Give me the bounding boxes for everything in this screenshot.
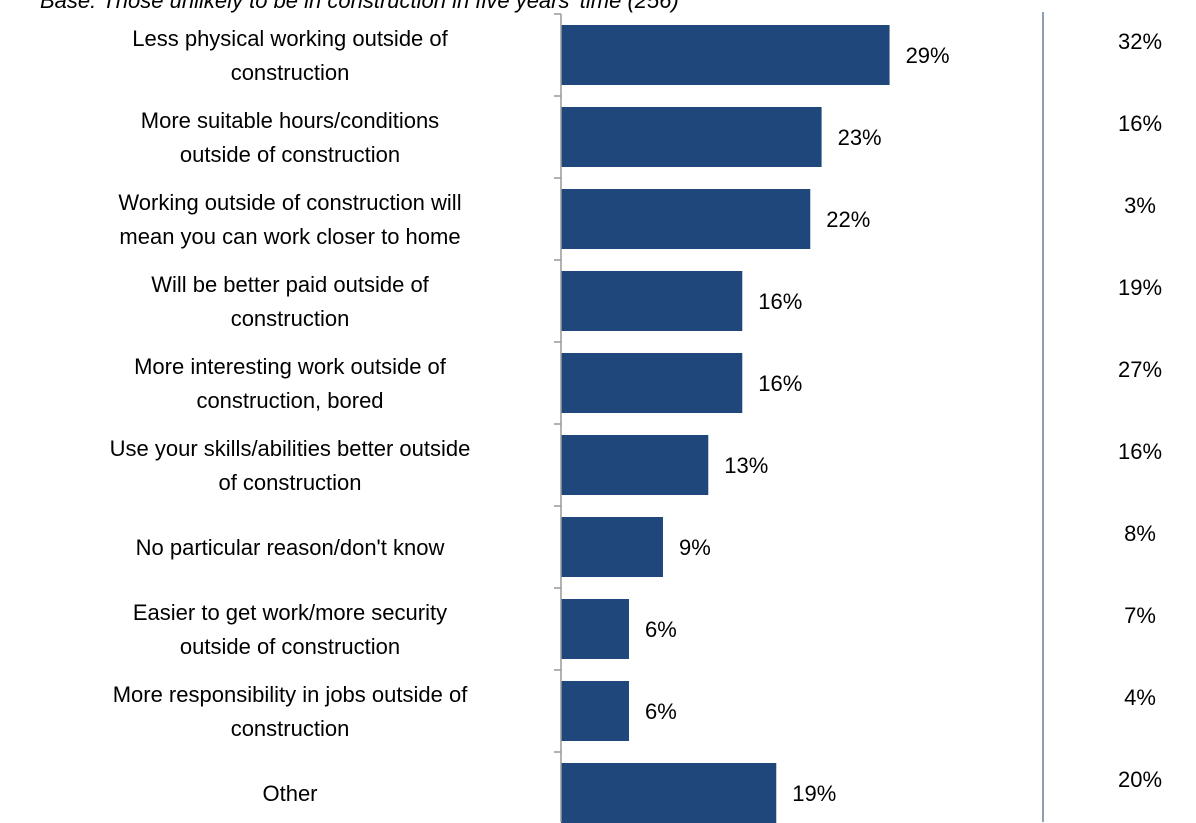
- data-label: 13%: [724, 453, 768, 478]
- bar: [561, 763, 777, 823]
- comparison-label: 3%: [1124, 193, 1156, 218]
- data-label: 9%: [679, 535, 711, 560]
- category-label: Will be better paid outside of constructi…: [151, 272, 429, 331]
- comparison-label: 19%: [1118, 275, 1162, 300]
- comparison-label: 8%: [1124, 521, 1156, 546]
- bar: [561, 25, 890, 85]
- category-label: Less physical working outside of construc…: [132, 26, 448, 85]
- bar: [561, 189, 811, 249]
- data-label: 29%: [906, 43, 950, 68]
- bar: [561, 107, 822, 167]
- axis-ticks: [554, 13, 561, 753]
- category-label: More responsibility in jobs outside of co…: [113, 682, 469, 741]
- category-label: More suitable hours/conditions outside of…: [141, 108, 439, 167]
- data-label: 16%: [758, 371, 802, 396]
- bar: [561, 353, 743, 413]
- bar: [561, 681, 629, 741]
- comparison-label: 20%: [1118, 767, 1162, 792]
- data-label: 16%: [758, 289, 802, 314]
- category-label: Easier to get work/more security outside …: [133, 600, 447, 659]
- bar: [561, 435, 709, 495]
- comparison-label: 16%: [1118, 439, 1162, 464]
- comparison-label: 7%: [1124, 603, 1156, 628]
- bars-group: [561, 25, 890, 823]
- bar: [561, 599, 629, 659]
- data-label: 23%: [838, 125, 882, 150]
- category-label: Working outside of construction will mean…: [118, 190, 461, 249]
- bar: [561, 271, 743, 331]
- category-label: Use your skills/abilities better outside…: [110, 436, 471, 495]
- category-label: Other: [262, 781, 317, 806]
- chart-caption: Base: Those unlikely to be in constructi…: [40, 0, 679, 13]
- comparison-label: 4%: [1124, 685, 1156, 710]
- data-label: 22%: [826, 207, 870, 232]
- category-label: No particular reason/don't know: [136, 535, 445, 560]
- bar: [561, 517, 663, 577]
- data-label: 6%: [645, 617, 677, 642]
- comparison-label: 32%: [1118, 29, 1162, 54]
- comparison-label: 27%: [1118, 357, 1162, 382]
- labels-group: 29% Less physical working outside of const…: [110, 26, 1162, 806]
- data-label: 6%: [645, 699, 677, 724]
- data-label: 19%: [792, 781, 836, 806]
- comparison-label: 16%: [1118, 111, 1162, 136]
- category-label: More interesting work outside of construc…: [134, 354, 447, 413]
